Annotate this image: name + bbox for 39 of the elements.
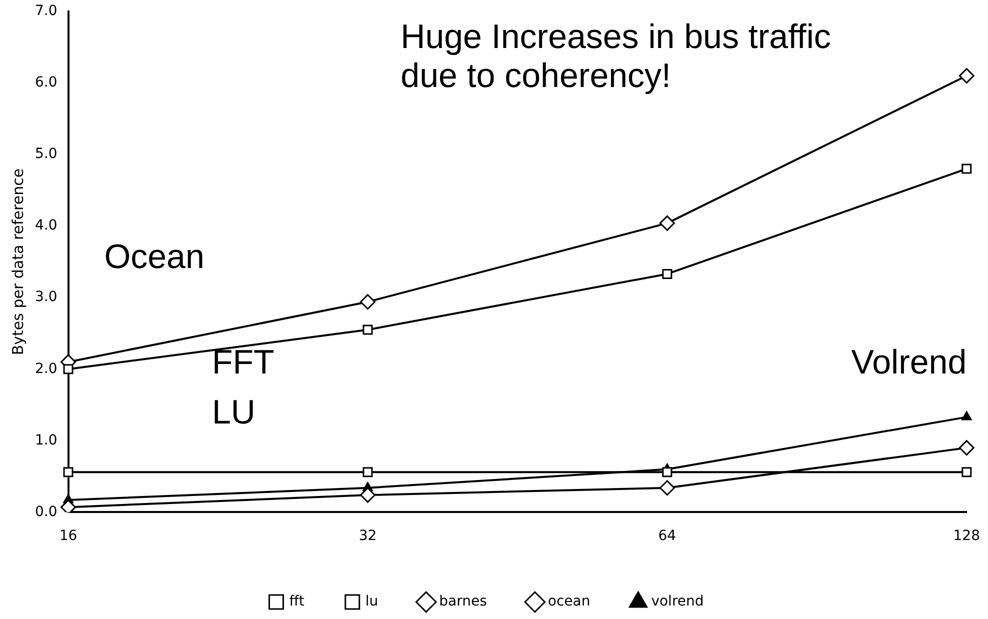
point xyxy=(662,467,672,478)
y-tick-label: 6.0 xyxy=(35,74,58,91)
annotation: FFT xyxy=(212,343,274,382)
point xyxy=(360,294,376,310)
legend-label: ocean xyxy=(548,594,590,610)
legend-label: volrend xyxy=(651,594,704,610)
point xyxy=(659,215,675,231)
point xyxy=(362,324,373,335)
y-tick-label: 2.0 xyxy=(35,360,58,377)
point xyxy=(60,499,76,512)
point xyxy=(962,411,972,420)
x-tick-label: 16 xyxy=(59,528,78,544)
legend-label: barnes xyxy=(439,594,487,610)
y-tick-label: 0.0 xyxy=(35,504,58,520)
y-axis-title: Bytes per data reference xyxy=(8,168,27,356)
x-tick-label: 128 xyxy=(953,528,980,544)
y-tick-label: 1.0 xyxy=(35,432,58,448)
annotation: LU xyxy=(212,393,256,432)
legend-label: lu xyxy=(365,594,378,610)
point xyxy=(962,164,972,174)
annotation: Volrend xyxy=(851,343,967,382)
point xyxy=(662,268,672,279)
point xyxy=(63,467,74,478)
point xyxy=(360,487,376,503)
x-tick-label: 32 xyxy=(358,528,377,544)
y-tick-label: 5.0 xyxy=(35,146,58,162)
point xyxy=(962,467,972,478)
y-tick-label: 4.0 xyxy=(35,218,58,234)
y-tick-label: 7.0 xyxy=(35,3,58,20)
y-tick-label: 3.0 xyxy=(35,289,58,306)
legend-label: fft xyxy=(289,594,305,610)
point xyxy=(63,364,74,374)
annotation: Huge Increases in bus traffic due to coherency! xyxy=(400,18,831,95)
point xyxy=(659,480,675,496)
point xyxy=(362,467,373,478)
annotation: Ocean xyxy=(104,238,204,276)
point xyxy=(958,68,974,84)
point xyxy=(958,440,974,456)
x-tick-label: 64 xyxy=(658,528,676,544)
